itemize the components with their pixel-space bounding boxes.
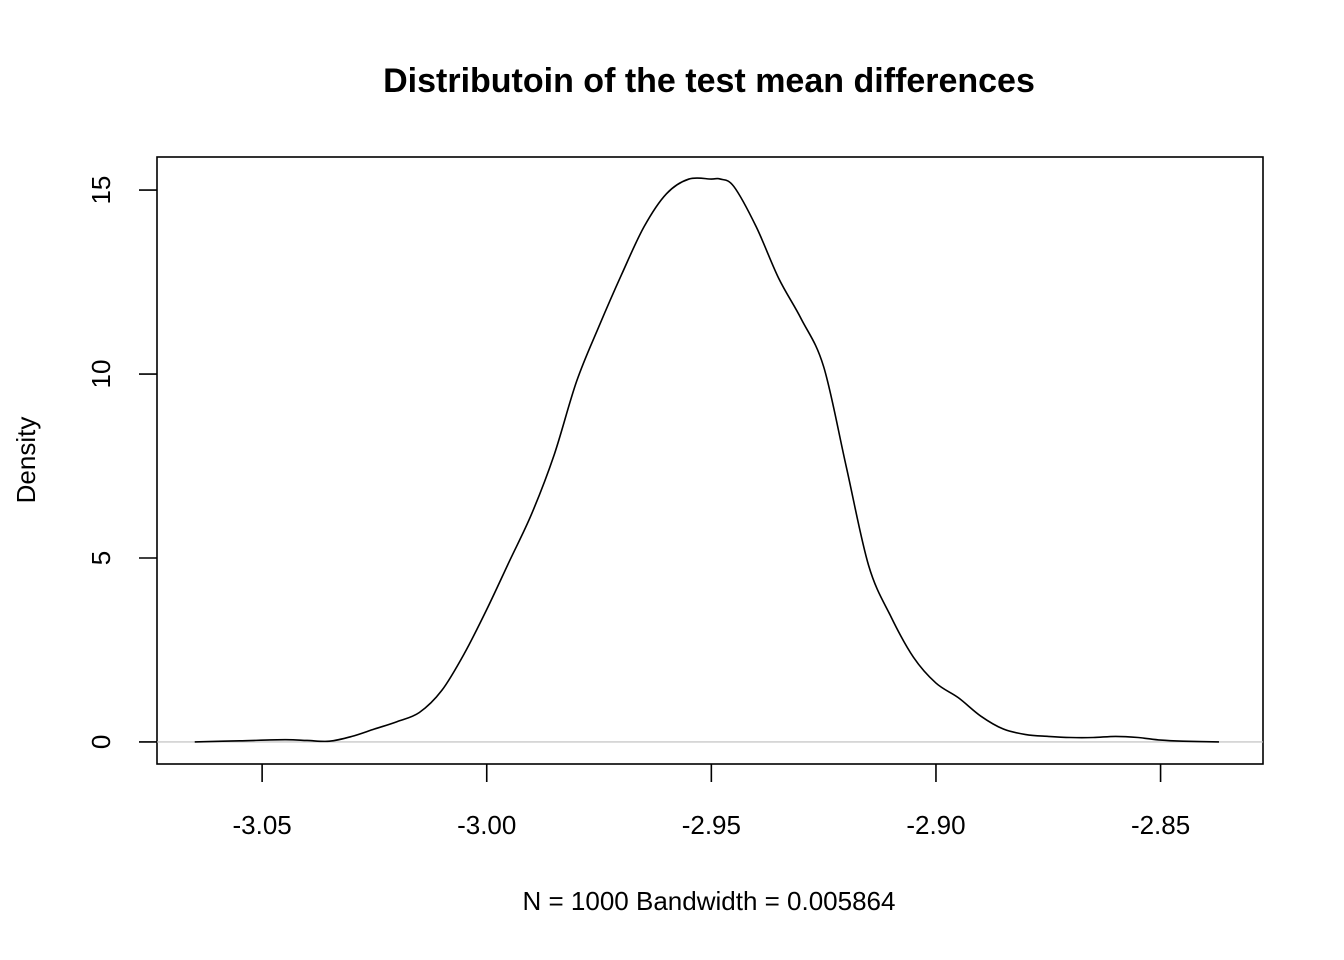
x-tick-label: -2.85 [1131,810,1190,840]
y-axis: 0 5 10 15 [86,176,157,749]
density-curve [194,177,1219,743]
x-tick-label: -2.90 [906,810,965,840]
y-tick-label: 15 [86,176,116,205]
chart-title: Distributoin of the test mean difference… [383,62,1035,100]
x-axis: -3.05 -3.00 -2.95 -2.90 -2.85 [232,764,1190,840]
x-axis-label: N = 1000 Bandwidth = 0.005864 [523,886,896,916]
x-tick-label: -2.95 [682,810,741,840]
x-tick-label: -3.05 [232,810,291,840]
y-tick-label: 5 [86,551,116,565]
y-tick-label: 0 [86,735,116,749]
plot-frame [156,156,1264,765]
x-tick-label: -3.00 [457,810,516,840]
y-tick-label: 10 [86,360,116,389]
y-axis-label: Density [11,417,41,504]
